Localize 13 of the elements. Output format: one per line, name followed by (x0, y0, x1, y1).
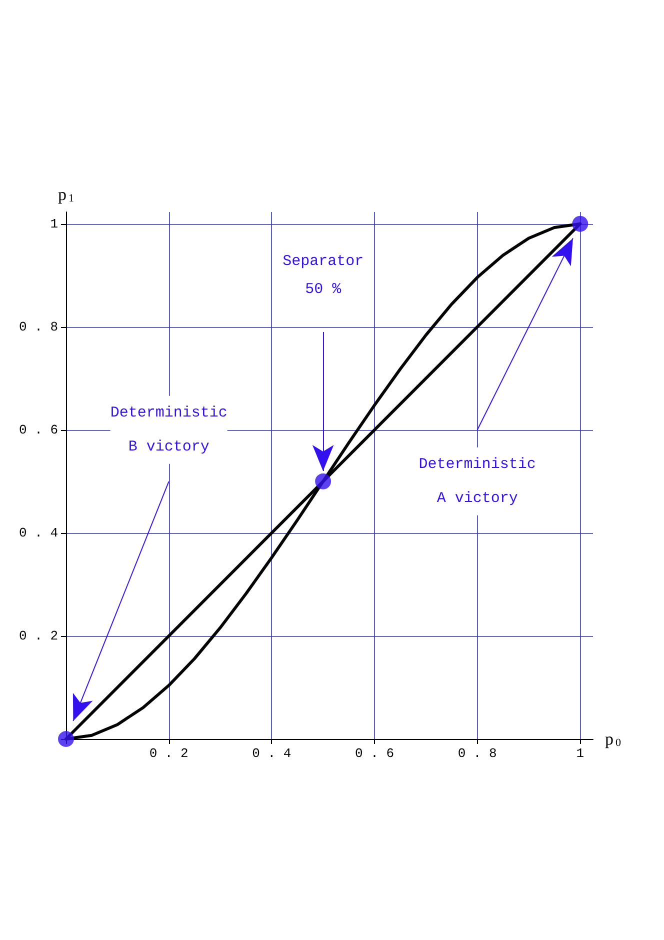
y-tick-label: 0 . 6 (18, 422, 58, 438)
x-tick-label: 0 . 8 (458, 746, 497, 761)
y-tick-label: 0 . 4 (18, 525, 58, 540)
y-tick-label: 0 . 8 (18, 319, 58, 334)
annotation: Separator 50 % (282, 252, 364, 298)
y-tick-label: 0 . 2 (18, 628, 58, 644)
x-tick-label: 1 (576, 746, 584, 761)
y-tick-label: 1 (50, 216, 58, 232)
x-tick-label: 0 . 4 (252, 746, 292, 761)
annotation: Deterministic A victory (418, 456, 536, 507)
x-tick-label: 0 . 6 (354, 746, 394, 761)
x-tick-label: 0 . 2 (149, 746, 188, 761)
annotation: Deterministic B victory (110, 404, 228, 456)
